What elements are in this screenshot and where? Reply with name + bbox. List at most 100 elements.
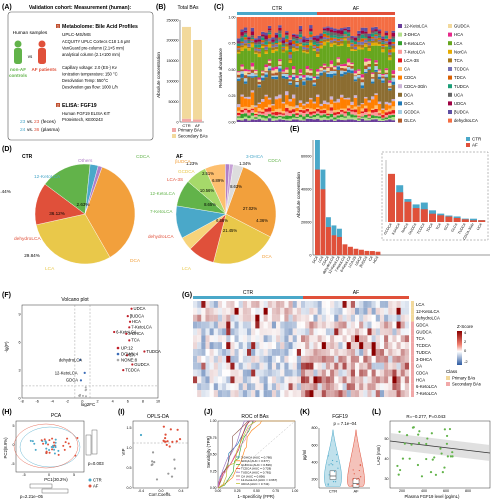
heatmap-cell [193,362,198,370]
stack-segment [281,46,286,48]
violin-point [357,477,359,480]
heatmap-cell [267,383,272,391]
stack-segment [247,43,251,47]
stack-segment [305,52,310,54]
stack-segment [278,71,282,95]
heatmap-cell [234,314,239,322]
heatmap-cell [355,390,360,398]
stack-segment [254,105,258,108]
stack-segment [384,38,389,42]
stack-segment [381,108,385,110]
stack-segment [257,49,262,52]
group-bar-ctr [237,12,317,15]
stack-segment [364,61,368,66]
stack-segment [298,42,303,45]
heatmap-cell [267,307,272,315]
stack-segment [340,17,344,29]
panel-g: (G) CTR AF LCA12-KetoLCAdehydroLCAGDCAGU… [182,290,481,398]
heatmap-group-ctr [193,296,303,299]
stack-segment [346,72,351,98]
heatmap [193,301,410,398]
heatmap-cell [197,342,202,350]
stack-segment [367,37,372,41]
stack-segment [278,119,282,122]
stack-segment [319,71,323,73]
heatmap-cell [325,390,331,398]
stack-segment [302,46,306,50]
heatmap-cell [371,355,376,363]
stack-segment [274,44,279,47]
scatter-point [448,427,452,431]
heatmap-cell [296,301,302,308]
stack-segment [267,97,272,100]
stack-segment [257,47,262,50]
pca-point-af [48,439,51,442]
heatmap-cell [396,383,401,391]
stack-segment [243,116,248,120]
stack-segment [336,119,341,122]
stack-segment [291,72,296,75]
stack-segment [391,75,396,78]
x-tick-label: LCA [317,255,324,264]
stack-segment [353,95,358,98]
stack-segment [237,41,241,43]
heatmap-row-label: TCDCA [416,343,431,348]
stack-segment [346,105,351,109]
stack-segment [381,82,385,109]
stack-segment [319,36,323,39]
stack-segment [333,28,337,31]
heatmap-cell [284,369,289,377]
panel-e-axes: 0200004000060000DCALCACDCAdehydroLCA12-K… [301,140,490,275]
heatmap-cell [334,307,339,315]
panel-l: (L) R=−0.277, P=0.043 200 400 600 800304050… [372,409,491,499]
heatmap-cell [230,342,235,350]
legend-secondary: Secondary BAs [178,134,208,139]
heatmap-cell [222,314,227,322]
stack-segment [367,69,372,101]
pca-point-ctr [44,440,47,443]
stack-segment [264,49,268,52]
heatmap-cell [400,335,405,343]
heatmap-cell [259,355,264,363]
heatmap-cell [238,314,243,322]
panel-j-title: ROC of BAs [241,414,269,420]
stack-segment [326,120,330,122]
heatmap-cell [251,301,256,308]
volcano-label-up: UDCA [134,306,146,311]
scatter-point [449,455,452,458]
heatmap-cell [276,362,281,370]
heatmap-cell [355,342,360,350]
heatmap-cell [197,349,202,356]
class-strip [411,349,414,356]
stack-segment [357,115,361,117]
heatmap-cell [209,328,214,336]
y-tick-label: 50 [385,437,389,441]
heatmap-cell [379,376,385,384]
pie-label: GCDCA [178,169,196,174]
heatmap-cell [247,328,252,336]
stack-segment [350,66,354,69]
heatmap-cell [276,314,281,322]
heatmap-cell [396,328,401,336]
heatmap-cell [363,369,368,377]
pie-label: CDCA [136,154,150,160]
stack-segment [319,39,323,41]
heatmap-cell [325,349,331,356]
stack-segment [340,38,344,40]
heatmap-cell [301,335,306,343]
stack-segment [333,70,337,74]
violin-point [335,454,338,456]
heatmap-cell [263,355,268,363]
heatmap-cell [388,335,393,343]
stack-segment [240,64,244,67]
scatter-point [417,441,421,445]
heatmap-cell [379,307,385,315]
roc-plot: 3-DHCA (AUC = 0.780)GDCA (AUC = 0.677)GU… [210,419,299,493]
stack-segment [302,105,306,110]
pie-pct-label: 36.12% [49,211,65,216]
stack-segment [374,108,378,113]
heatmap-cell [205,301,210,308]
stack-segment [343,66,347,69]
heatmap-cell [209,349,214,356]
stack-segment [254,44,258,48]
